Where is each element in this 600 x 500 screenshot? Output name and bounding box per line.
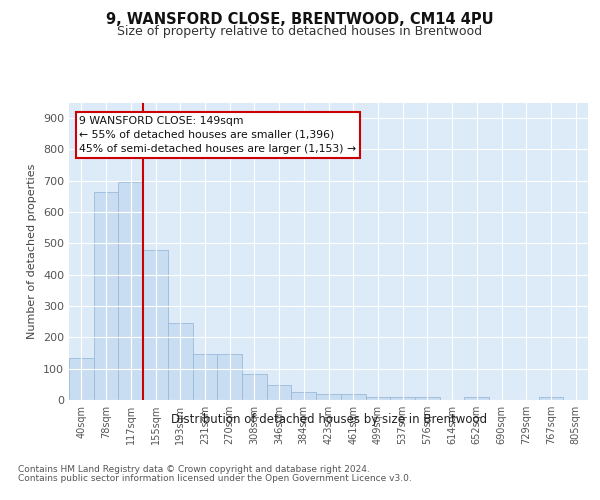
Bar xyxy=(242,374,267,400)
Text: Size of property relative to detached houses in Brentwood: Size of property relative to detached ho… xyxy=(118,25,482,38)
Bar xyxy=(415,398,440,400)
Bar xyxy=(341,394,365,400)
Bar xyxy=(365,397,390,400)
Text: 9 WANSFORD CLOSE: 149sqm
← 55% of detached houses are smaller (1,396)
45% of sem: 9 WANSFORD CLOSE: 149sqm ← 55% of detach… xyxy=(79,116,356,154)
Bar xyxy=(539,398,563,400)
Bar xyxy=(168,324,193,400)
Bar xyxy=(193,354,217,400)
Bar xyxy=(316,394,341,400)
Bar xyxy=(118,182,143,400)
Bar xyxy=(217,354,242,400)
Bar xyxy=(292,392,316,400)
Text: Contains public sector information licensed under the Open Government Licence v3: Contains public sector information licen… xyxy=(18,474,412,483)
Bar xyxy=(464,398,489,400)
Text: Distribution of detached houses by size in Brentwood: Distribution of detached houses by size … xyxy=(171,412,487,426)
Bar xyxy=(390,397,415,400)
Bar xyxy=(143,250,168,400)
Text: 9, WANSFORD CLOSE, BRENTWOOD, CM14 4PU: 9, WANSFORD CLOSE, BRENTWOOD, CM14 4PU xyxy=(106,12,494,28)
Text: Contains HM Land Registry data © Crown copyright and database right 2024.: Contains HM Land Registry data © Crown c… xyxy=(18,465,370,474)
Bar xyxy=(267,385,292,400)
Y-axis label: Number of detached properties: Number of detached properties xyxy=(28,164,37,339)
Bar xyxy=(69,358,94,400)
Bar xyxy=(94,192,118,400)
